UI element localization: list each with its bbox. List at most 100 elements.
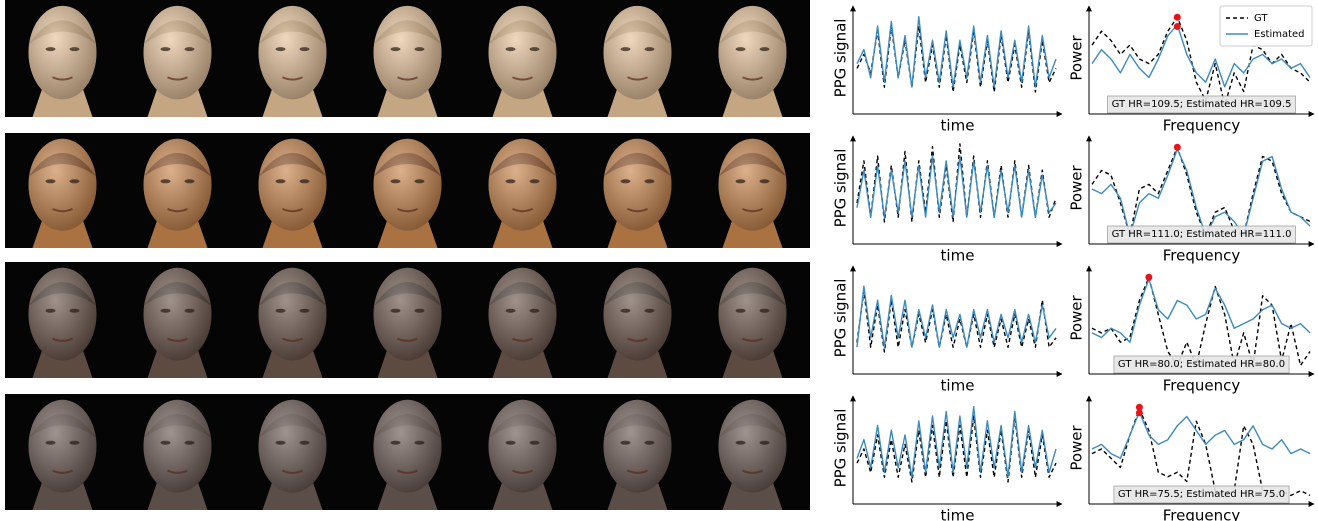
face-shade	[489, 6, 557, 100]
eye	[415, 441, 425, 445]
eye	[506, 179, 516, 183]
face-strips	[5, 0, 810, 510]
peak-marker	[1145, 274, 1152, 281]
eye	[300, 179, 310, 183]
eye	[621, 441, 631, 445]
eye	[760, 441, 770, 445]
face-shade	[259, 139, 327, 231]
eye	[530, 441, 540, 445]
x-axis-label: Frequency	[1163, 507, 1241, 521]
series-line	[857, 291, 1056, 352]
y-axis-label: PPG signal	[832, 19, 850, 98]
eye	[391, 179, 401, 183]
eye	[506, 47, 516, 51]
face-shade	[604, 6, 672, 100]
series-line	[1092, 412, 1310, 458]
legend-label: GT	[1254, 13, 1268, 24]
chart: PPG signal time	[832, 396, 1063, 521]
face-shade	[144, 268, 212, 361]
eye	[645, 441, 655, 445]
eye	[46, 441, 56, 445]
eye	[391, 47, 401, 51]
eye	[46, 309, 56, 313]
face-shade	[29, 139, 97, 231]
peak-marker	[1136, 409, 1143, 416]
legend-label: Estimated	[1254, 29, 1305, 40]
face-shade	[374, 139, 442, 231]
face-shade	[374, 6, 442, 100]
eye	[391, 441, 401, 445]
eye	[645, 47, 655, 51]
eye	[530, 47, 540, 51]
face-shade	[144, 400, 212, 493]
face-shade	[374, 400, 442, 493]
y-axis-label: PPG signal	[832, 409, 850, 488]
face-shade	[604, 400, 672, 493]
y-axis-label: Power	[1068, 294, 1086, 340]
eye	[185, 179, 195, 183]
annotation: GT HR=80.0; Estimated HR=80.0	[1118, 359, 1285, 370]
x-axis-label: Frequency	[1163, 377, 1241, 395]
series-line	[1092, 277, 1310, 365]
y-axis-label: PPG signal	[832, 279, 850, 358]
eye	[415, 47, 425, 51]
eye	[415, 309, 425, 313]
annotation: GT HR=75.5; Estimated HR=75.0	[1118, 489, 1285, 500]
face-shade	[144, 6, 212, 100]
eye	[645, 179, 655, 183]
eye	[621, 47, 631, 51]
eye	[415, 179, 425, 183]
chart: Power Frequency GT HR=109.5; Estimated HR=…	[1068, 6, 1315, 135]
chart: PPG signal time	[832, 266, 1063, 395]
eye	[621, 179, 631, 183]
face-shade	[604, 139, 672, 231]
y-axis-label: Power	[1068, 34, 1086, 80]
face-shade	[489, 268, 557, 361]
eye	[161, 47, 171, 51]
annotation: GT HR=109.5; Estimated HR=109.5	[1112, 99, 1292, 110]
series-line	[1092, 149, 1310, 235]
chart: Power Frequency GT HR=80.0; Estimated HR=8…	[1068, 266, 1315, 395]
eye	[276, 441, 286, 445]
face-shade	[144, 139, 212, 231]
x-axis-label: time	[941, 377, 975, 395]
eye	[70, 179, 80, 183]
eye	[736, 47, 746, 51]
eye	[70, 441, 80, 445]
annotation: GT HR=111.0; Estimated HR=111.0	[1112, 229, 1292, 240]
eye	[506, 441, 516, 445]
eye	[530, 309, 540, 313]
eye	[185, 47, 195, 51]
figure: PPG signal time Power Frequency GT HR=109.5;…	[0, 0, 1318, 521]
series-line	[857, 156, 1056, 217]
x-axis-label: Frequency	[1163, 117, 1241, 135]
face-shade	[29, 400, 97, 493]
face-shade	[719, 400, 787, 493]
peak-marker	[1174, 14, 1181, 21]
peak-marker	[1174, 144, 1181, 151]
eye	[70, 309, 80, 313]
face-shade	[259, 400, 327, 493]
eye	[300, 47, 310, 51]
face-shade	[719, 268, 787, 361]
eye	[276, 179, 286, 183]
charts: PPG signal time Power Frequency GT HR=109.5;…	[832, 6, 1315, 521]
x-axis-label: time	[941, 507, 975, 521]
eye	[736, 309, 746, 313]
x-axis-label: time	[941, 247, 975, 265]
eye	[70, 47, 80, 51]
eye	[530, 179, 540, 183]
chart: PPG signal time	[832, 6, 1063, 135]
face-shade	[259, 6, 327, 100]
face-shade	[489, 400, 557, 493]
eye	[161, 441, 171, 445]
face-shade	[719, 6, 787, 100]
eye	[46, 179, 56, 183]
x-axis-label: time	[941, 117, 975, 135]
eye	[736, 441, 746, 445]
face-shade	[374, 268, 442, 361]
series-line	[1092, 409, 1310, 495]
